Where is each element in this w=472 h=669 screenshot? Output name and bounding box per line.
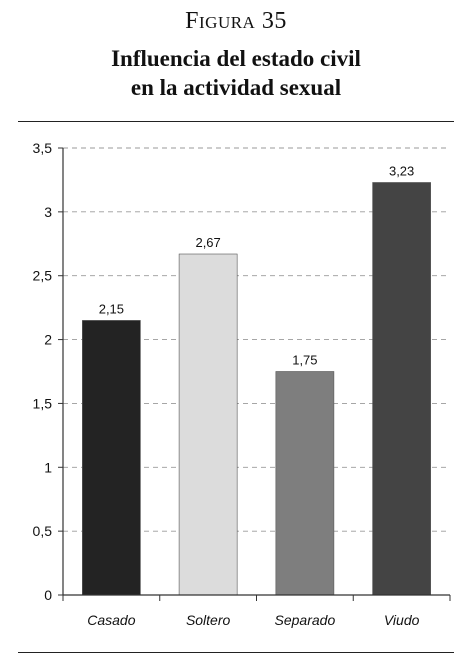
data-label: 1,75 (292, 353, 317, 368)
chart-title-line-2: en la actividad sexual (130, 75, 342, 100)
data-label: 2,67 (195, 235, 220, 250)
y-tick-label: 0,5 (33, 523, 53, 539)
y-tick-label: 2,5 (33, 268, 53, 284)
x-tick-label: Separado (275, 612, 336, 628)
bar (178, 253, 238, 596)
figure-label: Figura 35 (185, 8, 287, 34)
chart-title-line-1: Influencia del estado civil (111, 46, 361, 71)
y-tick-label: 1,5 (33, 395, 53, 411)
x-tick-label: Soltero (186, 612, 231, 628)
labels: 0 0,5 1 1,5 2 2,5 3 3,5 2,15 Casado 2,67 Soltero 1,7… (33, 140, 420, 628)
x-tick-label: Casado (87, 612, 135, 628)
y-tick-label: 3,5 (33, 140, 53, 156)
y-tick-label: 2 (44, 332, 52, 348)
axes (58, 147, 451, 601)
x-tick-label: Viudo (384, 612, 420, 628)
data-label: 3,23 (389, 163, 414, 178)
bar (275, 371, 335, 596)
bar (82, 320, 141, 596)
bar (372, 182, 431, 596)
y-tick-label: 3 (44, 204, 52, 220)
top-rule (18, 121, 454, 122)
bottom-rule (18, 652, 454, 653)
data-label: 2,15 (99, 301, 124, 316)
y-tick-label: 1 (44, 459, 52, 475)
chart-title: Influencia del estado civil en la activi… (0, 44, 472, 102)
y-tick-label: 0 (44, 587, 52, 603)
bars (82, 182, 431, 596)
